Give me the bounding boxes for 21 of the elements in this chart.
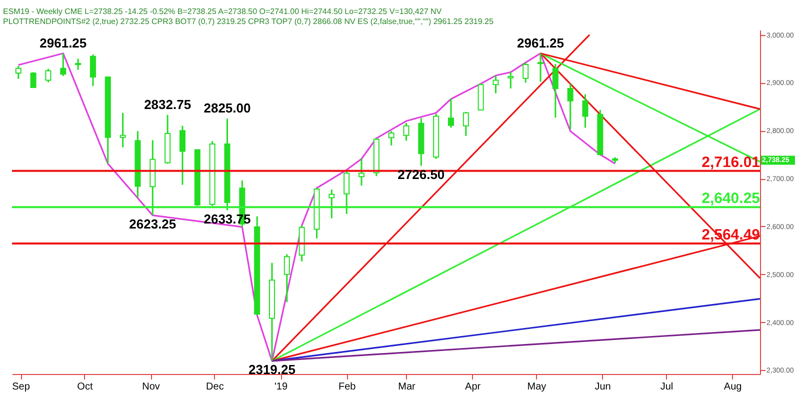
x-tick-label: Feb [338, 382, 356, 392]
x-tick-label: '19 [274, 382, 288, 392]
x-tick-label: May [527, 382, 546, 392]
x-tick-label: Oct [77, 382, 93, 392]
ref-line-label: 2,716.01 [702, 154, 760, 171]
x-tick-label: Dec [206, 382, 224, 392]
chart-title: ESM19 - Weekly CME L=2738.25 -14.25 -0.52% B=2738.25 A=2738.50 O=2741.00 Hi=2744.50 Lo=2732.25 V=130,427 NV PLOTTRENDPOINTS#2 (2,true) 2732.25 CPR3 BOT7 (0,7) 2319.25 CPR3 TOP7 (0,7) 2866.08 NV ES (2,false,true,"","") 2961.25 2319.25 [3, 7, 494, 26]
x-tick-label: Jun [594, 382, 611, 392]
x-tick-label: Apr [465, 382, 482, 392]
annotation: 2961.25 [517, 35, 564, 50]
annotation: 2832.75 [144, 96, 192, 112]
x-tick-label: Jul [660, 382, 674, 392]
annotation: 2825.00 [204, 100, 251, 116]
x-tick-label: Sep [12, 382, 30, 392]
annotation: 2319.25 [248, 362, 296, 377]
annotation: 2961.25 [40, 35, 87, 50]
x-tick-label: Nov [142, 382, 160, 392]
x-tick-label: Mar [398, 382, 416, 392]
annotation: 2623.25 [129, 216, 176, 232]
x-tick-label: Aug [724, 382, 742, 392]
ref-line-label: 2,640.25 [702, 190, 760, 208]
